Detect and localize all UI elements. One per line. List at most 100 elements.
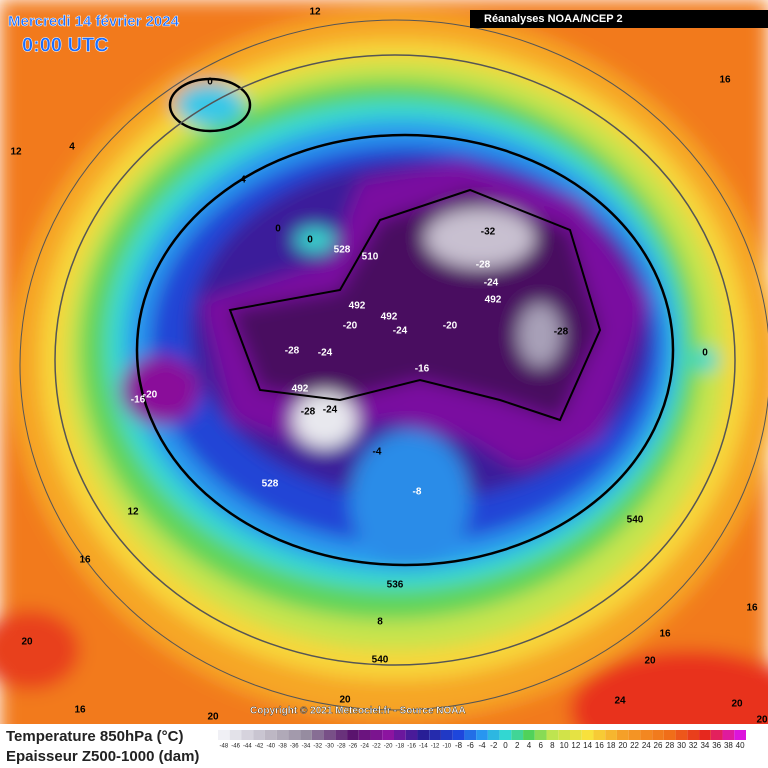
legend-tick-label: 36 <box>712 741 721 750</box>
legend-swatch <box>581 730 594 740</box>
legend-tick-label: 30 <box>677 741 686 750</box>
legend-tick-label: -34 <box>302 744 311 750</box>
contour-label: -16 <box>415 364 430 375</box>
legend-tick-label: 32 <box>689 741 698 750</box>
contour-label: 16 <box>746 603 758 614</box>
copyright: Copyright © 2021 Meteociel.fr - Source N… <box>250 706 466 717</box>
legend-swatch <box>394 730 406 740</box>
legend-swatch <box>663 730 676 740</box>
legend-swatch <box>487 730 500 740</box>
legend-swatch <box>605 730 617 740</box>
legend-tick-label: 0 <box>503 741 508 750</box>
contour-label: 20 <box>21 637 33 648</box>
contour-label: 24 <box>614 696 626 707</box>
legend-swatch <box>417 730 430 740</box>
legend-swatch <box>264 730 277 740</box>
title: Mercredi 14 février 2024 <box>8 13 180 30</box>
contour-label: 20 <box>339 695 351 706</box>
legend-swatch <box>687 730 700 740</box>
contour-label: 16 <box>79 555 91 566</box>
legend-swatch <box>429 730 441 740</box>
legend-tick-label: -44 <box>243 744 252 750</box>
contour-label: 0 <box>275 224 281 235</box>
legend-swatch <box>640 730 653 740</box>
contour-label: -28 <box>301 407 316 418</box>
legend-tick-label: -4 <box>478 741 486 750</box>
legend-tick-label: 22 <box>630 741 639 750</box>
legend-tick-label: -40 <box>266 744 275 750</box>
legend-tick-label: -12 <box>431 744 440 750</box>
contour-label: 20 <box>644 656 656 667</box>
legend-tick-label: -26 <box>349 744 358 750</box>
legend-swatch <box>464 730 477 740</box>
contour-label: -20 <box>143 390 158 401</box>
contour-label: -32 <box>481 227 496 238</box>
legend-scale: -48 -46 -44 -42 -40 -38 -36 -34 -32 -30 -28 -26 -24-… <box>218 730 746 750</box>
legend-swatch <box>311 730 324 740</box>
legend-tick-label: 4 <box>527 741 532 750</box>
thickness-label: Epaisseur Z500-1000 (dam) <box>6 748 199 765</box>
contour-label: 540 <box>627 515 644 526</box>
contour-label: -28 <box>476 260 491 271</box>
legend-swatch <box>218 730 230 740</box>
legend-tick-label: -36 <box>290 744 299 750</box>
legend-tick-label: -24 <box>360 744 369 750</box>
contour-label: 20 <box>756 715 768 726</box>
source-box <box>470 10 768 28</box>
contour-label: 12 <box>127 507 139 518</box>
contour-label: 0 <box>207 77 213 88</box>
contour-label: -20 <box>443 321 458 332</box>
legend-tick-label: -14 <box>419 744 428 750</box>
legend-swatch <box>652 730 664 740</box>
contour-label: -24 <box>323 405 338 416</box>
legend-tick-label: 26 <box>654 741 663 750</box>
contour-labels: 12 0 16 12 4 4 0 0 528 510 -32 -28 -24 492 492 492 -20 -2… <box>10 7 768 726</box>
contour-label: 536 <box>387 580 404 591</box>
legend-swatch <box>347 730 359 740</box>
legend-swatch <box>405 730 418 740</box>
legend-swatch <box>534 730 547 740</box>
legend-swatch <box>382 730 394 740</box>
contour-label: 528 <box>262 479 279 490</box>
legend-swatch <box>546 730 559 740</box>
legend-swatch <box>323 730 336 740</box>
contour-label: -4 <box>373 447 382 458</box>
legend-swatch <box>511 730 524 740</box>
legend-swatch <box>710 730 723 740</box>
legend-tick-label: -38 <box>278 744 287 750</box>
contour-label: 4 <box>69 142 75 153</box>
contour-label: 492 <box>292 384 309 395</box>
legend-swatch <box>499 730 512 740</box>
contour-label: 510 <box>362 252 379 263</box>
legend-swatch <box>558 730 570 740</box>
legend-swatch <box>440 730 453 740</box>
legend-swatch <box>276 730 289 740</box>
contour-label: -24 <box>393 326 408 337</box>
legend-swatch <box>734 730 746 740</box>
contour-label: -20 <box>343 321 358 332</box>
legend-tick-label: -46 <box>231 744 240 750</box>
contour-label: 16 <box>74 705 86 716</box>
contour-label: 540 <box>372 655 389 666</box>
legend-tick-label: -48 <box>220 744 229 750</box>
legend-tick-label: -32 <box>313 744 322 750</box>
legend-swatch <box>523 730 535 740</box>
time: 0:00 UTC <box>22 34 109 56</box>
contours <box>19 19 768 711</box>
legend-tick-label: 14 <box>583 741 592 750</box>
legend-tick-label: -10 <box>442 744 451 750</box>
legend-tick-label: -28 <box>337 744 346 750</box>
legend-swatch <box>616 730 629 740</box>
temperature-label: Temperature 850hPa (°C) <box>6 728 183 745</box>
legend-tick-label: -42 <box>255 744 264 750</box>
legend-tick-label: 24 <box>642 741 651 750</box>
source: Réanalyses NOAA/NCEP 2 <box>484 13 623 25</box>
contour-label: -28 <box>285 346 300 357</box>
legend-tick-label: 8 <box>550 741 555 750</box>
legend-swatch <box>358 730 371 740</box>
legend-swatch <box>570 730 582 740</box>
contour-label: -24 <box>484 278 499 289</box>
legend-swatch <box>593 730 606 740</box>
legend-swatch <box>476 730 488 740</box>
